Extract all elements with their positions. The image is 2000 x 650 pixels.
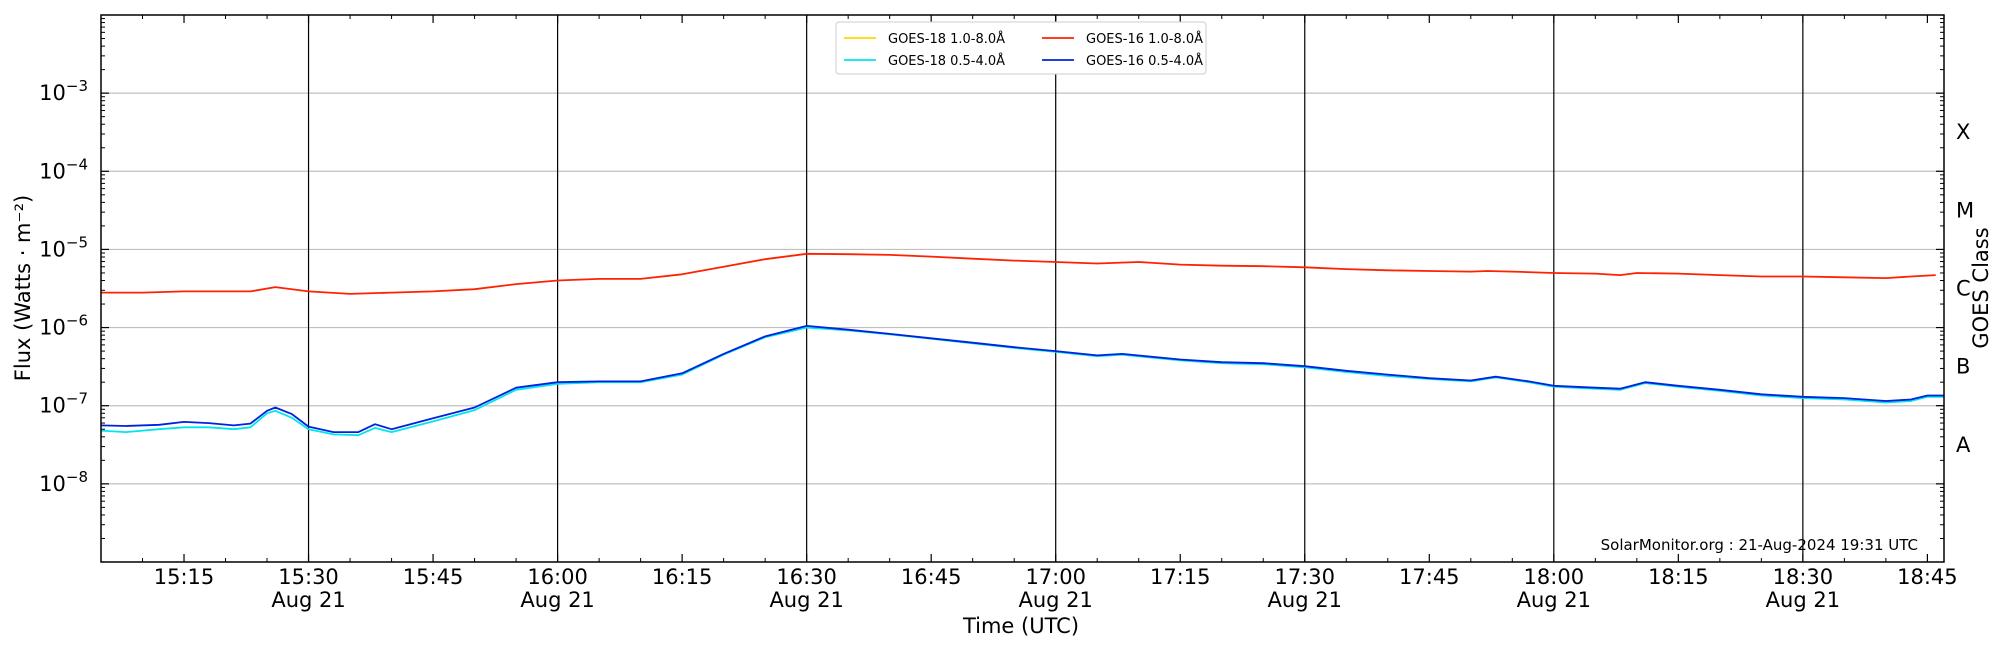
x-tick-date-label: Aug 21 bbox=[769, 588, 843, 612]
x-tick-label: 16:15 bbox=[652, 565, 713, 589]
x-tick-date-label: Aug 21 bbox=[520, 588, 594, 612]
y-tick-label: 10−3 bbox=[39, 77, 88, 105]
x-tick-label: 16:30 bbox=[776, 565, 837, 589]
x-tick-label: 15:15 bbox=[154, 565, 215, 589]
goes-class-label-c: C bbox=[1956, 277, 1971, 301]
series-line-goes-16-0-5-4-0- bbox=[100, 325, 1944, 433]
series-line-goes-16-1-0-8-0- bbox=[101, 252, 1936, 295]
x-tick-date-label: Aug 21 bbox=[1268, 588, 1342, 612]
y-tick-label: 10−7 bbox=[39, 390, 88, 418]
x-tick-date-label: Aug 21 bbox=[1766, 588, 1840, 612]
goes-class-label-b: B bbox=[1956, 355, 1970, 379]
y-tick-label: 10−8 bbox=[39, 468, 88, 496]
grid-layer bbox=[101, 92, 1944, 485]
x-tick-label: 18:15 bbox=[1648, 565, 1709, 589]
x-tick-label: 17:15 bbox=[1150, 565, 1211, 589]
y-tick-label: 10−5 bbox=[39, 233, 88, 261]
x-tick-label: 16:45 bbox=[901, 565, 962, 589]
vertical-time-lines bbox=[307, 15, 1804, 562]
right-axis-title: GOES Class bbox=[1969, 227, 1993, 348]
series-layer bbox=[100, 252, 1944, 437]
x-tick-label: 18:45 bbox=[1897, 565, 1958, 589]
goes-class-label-x: X bbox=[1956, 120, 1970, 144]
goes-class-label-a: A bbox=[1956, 433, 1971, 457]
x-tick-label: 17:30 bbox=[1274, 565, 1335, 589]
x-axis-title: Time (UTC) bbox=[962, 614, 1079, 638]
plot-frame bbox=[100, 14, 1945, 563]
x-tick-label: 18:00 bbox=[1524, 565, 1585, 589]
goes-class-label-m: M bbox=[1956, 198, 1974, 222]
legend-label: GOES-16 1.0-8.0Å bbox=[1086, 31, 1203, 47]
legend-label: GOES-18 1.0-8.0Å bbox=[888, 31, 1005, 47]
legend: GOES-18 1.0-8.0Å GOES-18 0.5-4.0Å GOES-16 … bbox=[835, 21, 1207, 75]
goes-class-labels: A B C M X bbox=[1956, 120, 1974, 457]
y-axis-ticks: 10−8 10−7 10−6 10−5 10−4 10−3 bbox=[39, 18, 1944, 539]
x-tick-label: 17:45 bbox=[1399, 565, 1460, 589]
legend-label: GOES-18 0.5-4.0Å bbox=[888, 53, 1005, 69]
legend-box bbox=[835, 21, 1207, 75]
x-tick-label: 17:00 bbox=[1025, 565, 1086, 589]
x-tick-date-label: Aug 21 bbox=[1517, 588, 1591, 612]
y-tick-label: 10−4 bbox=[39, 155, 88, 183]
y-tick-label: 10−6 bbox=[39, 312, 88, 340]
x-tick-label: 16:00 bbox=[527, 565, 588, 589]
x-tick-label: 15:30 bbox=[278, 565, 339, 589]
x-tick-date-label: Aug 21 bbox=[1019, 588, 1093, 612]
credit-text: SolarMonitor.org : 21-Aug-2024 19:31 UTC bbox=[1601, 536, 1918, 554]
x-tick-date-label: Aug 21 bbox=[271, 588, 345, 612]
legend-label: GOES-16 0.5-4.0Å bbox=[1086, 53, 1203, 69]
x-tick-label: 15:45 bbox=[403, 565, 464, 589]
x-tick-label: 18:30 bbox=[1773, 565, 1834, 589]
y-axis-title: Flux (Watts · m⁻²) bbox=[11, 195, 35, 381]
